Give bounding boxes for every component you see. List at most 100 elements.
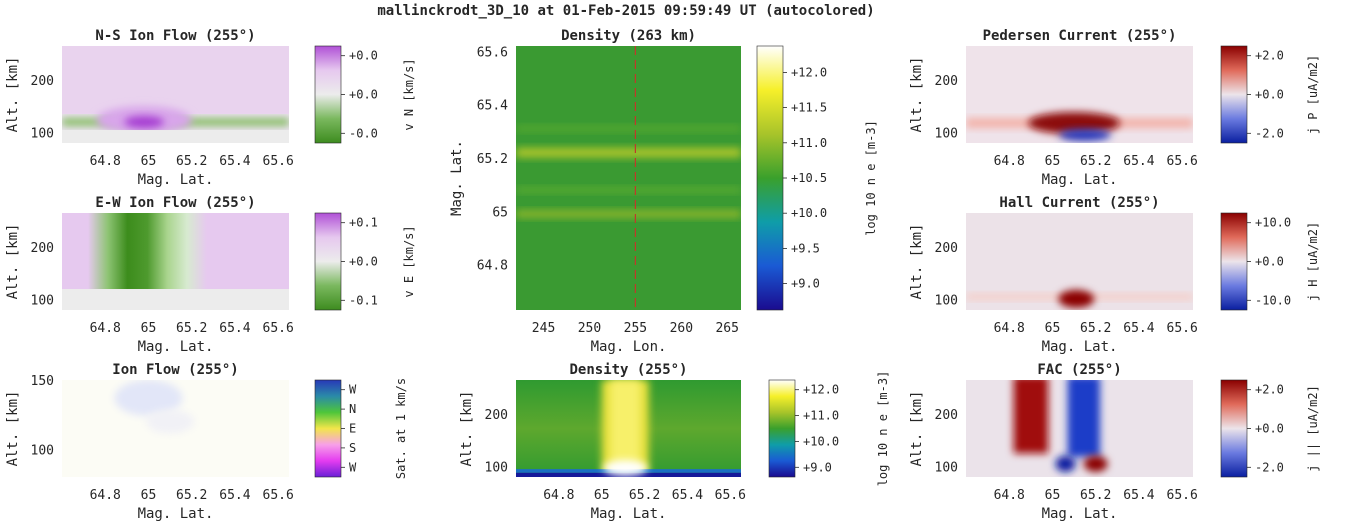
ion_flow-xtick: 65 — [141, 488, 157, 503]
hall_current-xtick: 65.6 — [1167, 321, 1198, 336]
density_263km-ylabel: Mag. Lat. — [449, 140, 465, 216]
pedersen_current-colorbar-tick: +2.0 — [1255, 49, 1284, 63]
density_255-plot-area — [516, 380, 741, 477]
hall_current-ytick: 200 — [935, 241, 958, 256]
ns_ion_flow-ylabel: Alt. [km] — [5, 57, 21, 133]
ns_ion_flow-ytick: 100 — [31, 127, 54, 142]
hall_current-colorbar — [1220, 212, 1248, 311]
ion_flow-colorbar-tick: W — [349, 460, 357, 474]
density_263km-xtick: 245 — [532, 321, 555, 336]
panel-ns_ion_flow: N-S Ion Flow (255°) 64.8 65 65.2 65.4 65.6 Mag… — [5, 28, 416, 188]
hall_current-colorbar-tick: +0.0 — [1255, 255, 1284, 269]
pedersen_current-xtick: 65.6 — [1167, 154, 1198, 169]
density_255-xtick: 65.2 — [629, 488, 660, 503]
hall_current-colorbar-tick: -10.0 — [1255, 293, 1291, 307]
ew_ion_flow-ytick: 200 — [31, 241, 54, 256]
density_263km-ytick: 65.2 — [477, 152, 508, 167]
density_263km-colorbar-tick: +9.0 — [791, 277, 820, 291]
fac-ytick: 200 — [935, 408, 958, 423]
fac-colorbar-tick: +2.0 — [1255, 383, 1284, 397]
panel-fac: FAC (255°) 64.8 65 65.2 65.4 65.6 Mag. Lat. 100… — [909, 362, 1320, 522]
ns_ion_flow-ytick: 200 — [31, 74, 54, 89]
density_263km-colorbar-label: log 10 n e [m-3] — [864, 120, 878, 236]
pedersen_current-ytick: 100 — [935, 127, 958, 142]
ion_flow-colorbar — [314, 379, 342, 478]
panel-hall_current: Hall Current (255°) 64.8 65 65.2 65.4 65.6 Mag… — [909, 195, 1320, 355]
density_255-xtick: 64.8 — [543, 488, 574, 503]
ns_ion_flow-title: N-S Ion Flow (255°) — [95, 28, 255, 44]
pedersen_current-xtick: 65.2 — [1080, 154, 1111, 169]
panel-density_263km: Density (263 km) 245 250 255 260 265 Mag. Lon.… — [449, 28, 878, 355]
density_255-xtick: 65 — [594, 488, 610, 503]
hall_current-xtick: 65 — [1045, 321, 1061, 336]
ion_flow-ytick: 150 — [31, 374, 54, 389]
pedersen_current-plot-area — [966, 46, 1193, 143]
ion_flow-colorbar-label: Sat. at 1 km/s — [394, 378, 408, 479]
hall_current-xtick: 65.4 — [1123, 321, 1154, 336]
panel-ew_ion_flow: E-W Ion Flow (255°) 64.8 65 65.2 65.4 65.6 Mag… — [5, 195, 416, 355]
ion_flow-colorbar-tick: N — [349, 402, 356, 416]
density_263km-ytick: 65.4 — [477, 99, 508, 114]
ew_ion_flow-xtick: 65 — [141, 321, 157, 336]
pedersen_current-xtick: 65.4 — [1123, 154, 1154, 169]
pedersen_current-ylabel: Alt. [km] — [909, 57, 925, 133]
hall_current-plot-area — [966, 213, 1193, 310]
fac-xlabel: Mag. Lat. — [1042, 506, 1118, 522]
density_255-ylabel: Alt. [km] — [459, 391, 475, 467]
ion_flow-xtick: 65.6 — [263, 488, 294, 503]
ns_ion_flow-plot-area — [62, 46, 289, 143]
density_263km-background — [516, 46, 741, 310]
panel-ion_flow: Ion Flow (255°) 64.8 65 65.2 65.4 65.6 Mag. La… — [5, 362, 408, 522]
density_255-colorbar-tick: +9.0 — [803, 460, 832, 474]
fac-plot-area — [966, 380, 1193, 477]
hall_current-ylabel: Alt. [km] — [909, 224, 925, 300]
density_263km-xtick: 250 — [578, 321, 601, 336]
ew_ion_flow-colorbar-tick: +0.1 — [349, 216, 378, 230]
ns_ion_flow-colorbar-tick: +0.0 — [349, 88, 378, 102]
hall_current-title: Hall Current (255°) — [999, 195, 1159, 211]
density_255-colorbar-tick: +11.0 — [803, 409, 839, 423]
ion_flow-colorbar-tick: W — [349, 383, 357, 397]
density_255-title: Density (255°) — [569, 362, 687, 378]
ion_flow-title: Ion Flow (255°) — [112, 362, 238, 378]
density_255-ytick: 100 — [485, 461, 508, 476]
pedersen_current-ytick: 200 — [935, 74, 958, 89]
ew_ion_flow-title: E-W Ion Flow (255°) — [95, 195, 255, 211]
fac-ylabel: Alt. [km] — [909, 391, 925, 467]
ew_ion_flow-xtick: 64.8 — [90, 321, 121, 336]
ion_flow-xtick: 65.4 — [219, 488, 250, 503]
fac-title: FAC (255°) — [1037, 362, 1121, 378]
ew_ion_flow-ylabel: Alt. [km] — [5, 224, 21, 300]
density_255-xlabel: Mag. Lat. — [591, 506, 667, 522]
density_263km-colorbar-tick: +9.5 — [791, 241, 820, 255]
ion_flow-ytick: 100 — [31, 443, 54, 458]
hall_current-colorbar-label: j H [uA/m2] — [1306, 222, 1320, 301]
pedersen_current-colorbar — [1220, 45, 1248, 144]
ew_ion_flow-colorbar — [314, 212, 342, 311]
fac-xtick: 65.4 — [1123, 488, 1154, 503]
ew_ion_flow-plot-area — [62, 213, 289, 310]
density_255-colorbar-label: log 10 n e [m-3] — [876, 371, 890, 487]
ns_ion_flow-xlabel: Mag. Lat. — [138, 172, 214, 188]
ion_flow-xlabel: Mag. Lat. — [138, 506, 214, 522]
fac-colorbar-tick: -2.0 — [1255, 460, 1284, 474]
density_255-xtick: 65.6 — [715, 488, 746, 503]
density_263km-xlabel: Mag. Lon. — [591, 339, 667, 355]
ion_flow-colorbar-tick: E — [349, 422, 356, 436]
density_255-ytick: 200 — [485, 408, 508, 423]
fac-xtick: 65.6 — [1167, 488, 1198, 503]
hall_current-colorbar-tick: +10.0 — [1255, 216, 1291, 230]
ns_ion_flow-xtick: 65.4 — [219, 154, 250, 169]
fac-ytick: 100 — [935, 461, 958, 476]
ns_ion_flow-xtick: 64.8 — [90, 154, 121, 169]
ew_ion_flow-colorbar-tick: +0.0 — [349, 255, 378, 269]
density_263km-ytick: 65 — [492, 205, 508, 220]
ion_flow-xtick: 65.2 — [176, 488, 207, 503]
ns_ion_flow-xtick: 65.2 — [176, 154, 207, 169]
ew_ion_flow-xtick: 65.4 — [219, 321, 250, 336]
ew_ion_flow-xtick: 65.2 — [176, 321, 207, 336]
density_263km-xtick: 260 — [670, 321, 693, 336]
panel-pedersen_current: Pedersen Current (255°) 64.8 65 65.2 65.4 65.… — [909, 28, 1320, 188]
density_263km-xtick: 255 — [624, 321, 647, 336]
